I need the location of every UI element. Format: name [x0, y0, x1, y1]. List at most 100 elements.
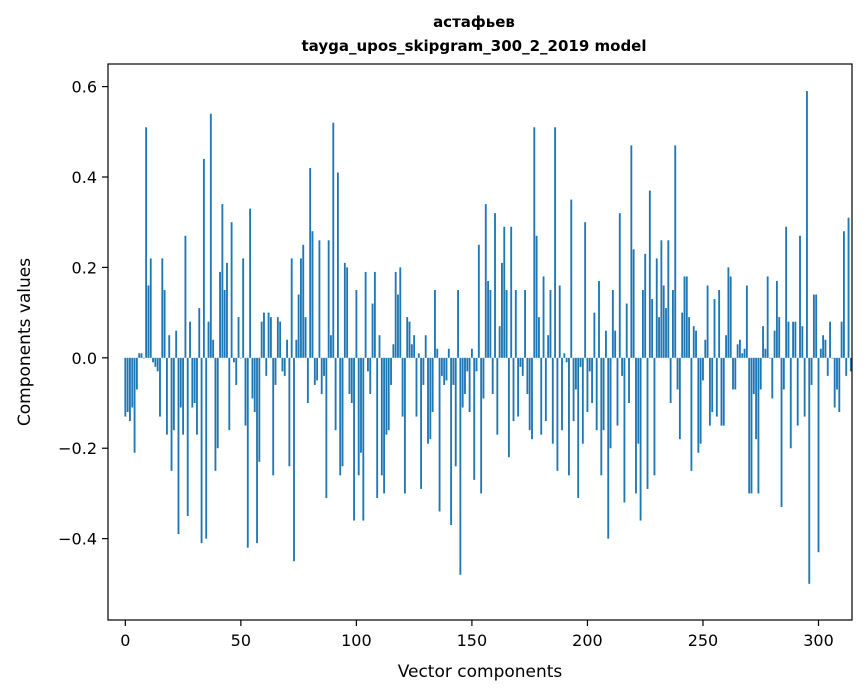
- bar-194: [572, 357, 575, 422]
- bar-251: [704, 339, 707, 358]
- bar-176: [531, 357, 533, 440]
- bar-224: [641, 290, 644, 358]
- bar-199: [584, 222, 587, 358]
- bar-184: [549, 290, 552, 358]
- bar-228: [651, 299, 654, 358]
- bar-129: [422, 357, 425, 385]
- bar-189: [561, 357, 563, 431]
- bar-254: [711, 357, 714, 413]
- bar-175: [528, 357, 531, 431]
- bar-284: [780, 357, 783, 507]
- bar-47: [233, 357, 235, 363]
- bar-275: [759, 357, 762, 390]
- bar-262: [729, 276, 732, 358]
- bar-305: [829, 321, 831, 358]
- bar-288: [789, 357, 792, 449]
- bar-42: [221, 204, 224, 358]
- bar-215: [621, 357, 624, 376]
- bar-98: [350, 357, 353, 404]
- bar-298: [812, 294, 815, 358]
- bar-232: [660, 240, 663, 358]
- bar-63: [269, 317, 272, 358]
- bar-218: [628, 357, 630, 404]
- bar-178: [535, 235, 538, 358]
- x-tick-label-200: 200: [572, 631, 603, 650]
- bar-24: [179, 357, 182, 408]
- bar-266: [739, 339, 741, 358]
- bar-290: [794, 321, 797, 358]
- bar-158: [489, 290, 492, 358]
- bar-191: [565, 357, 568, 363]
- bar-258: [720, 357, 723, 426]
- bar-30: [193, 357, 196, 404]
- bar-291: [796, 357, 799, 426]
- bar-183: [547, 335, 550, 358]
- bar-132: [429, 357, 432, 440]
- bar-147: [464, 357, 466, 394]
- bar-26: [184, 235, 187, 358]
- bar-17: [163, 290, 166, 358]
- bar-117: [394, 271, 397, 358]
- bar-244: [688, 317, 691, 358]
- bar-220: [632, 249, 635, 358]
- bar-33: [200, 357, 203, 544]
- x-tick-label-0: 0: [120, 631, 130, 650]
- bar-307: [833, 357, 836, 408]
- bar-280: [771, 357, 774, 399]
- bar-243: [685, 276, 688, 358]
- bar-103: [362, 357, 365, 521]
- plot-frame: [107, 63, 853, 621]
- bar-101: [357, 357, 360, 476]
- bar-102: [360, 357, 362, 453]
- bar-234: [665, 308, 667, 358]
- bar-136: [438, 357, 441, 512]
- bar-314: [849, 357, 852, 372]
- bar-53: [246, 357, 249, 548]
- bar-38: [212, 339, 215, 358]
- bar-182: [544, 357, 547, 422]
- bar-89: [330, 335, 332, 358]
- bar-248: [697, 357, 700, 453]
- bar-300: [817, 357, 820, 553]
- bar-309: [838, 357, 841, 413]
- bar-193: [570, 199, 573, 358]
- bar-282: [775, 280, 778, 358]
- bar-222: [637, 357, 640, 444]
- bar-82: [313, 357, 316, 385]
- bar-51: [242, 258, 245, 358]
- bar-116: [392, 344, 395, 358]
- bar-162: [498, 326, 501, 358]
- bar-109: [376, 357, 379, 498]
- bar-206: [600, 357, 603, 476]
- bar-161: [496, 357, 499, 435]
- bar-301: [819, 348, 822, 358]
- bar-268: [743, 348, 746, 358]
- bar-180: [540, 357, 543, 435]
- y-tick-label-3: 0.2: [72, 258, 97, 277]
- bar-25: [182, 357, 185, 435]
- bar-153: [477, 244, 480, 358]
- bar-7: [140, 353, 143, 358]
- bar-154: [480, 357, 483, 494]
- bar-208: [605, 330, 607, 358]
- bar-110: [378, 335, 381, 358]
- bar-18: [166, 357, 168, 435]
- bar-281: [773, 330, 776, 358]
- bar-120: [401, 357, 404, 417]
- bar-185: [551, 357, 554, 444]
- bar-231: [658, 317, 660, 358]
- bar-302: [822, 335, 825, 358]
- bar-169: [514, 290, 517, 358]
- bar-192: [568, 357, 570, 476]
- bar-37: [209, 113, 212, 358]
- bar-36: [207, 321, 210, 358]
- bar-292: [799, 235, 801, 358]
- bar-54: [249, 208, 252, 358]
- bar-221: [635, 357, 637, 494]
- bar-127: [417, 353, 420, 358]
- bar-40: [216, 357, 219, 449]
- bar-195: [574, 357, 577, 390]
- bar-201: [588, 357, 591, 372]
- bar-108: [373, 271, 376, 358]
- bar-163: [501, 262, 503, 358]
